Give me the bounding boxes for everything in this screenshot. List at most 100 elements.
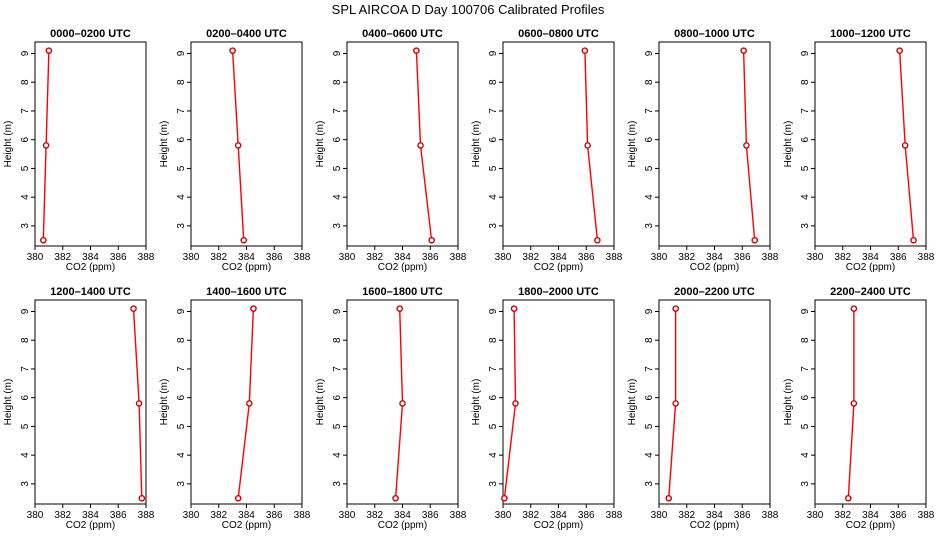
y-tick-label: 9 — [332, 50, 343, 56]
x-tick-label: 388 — [918, 510, 935, 521]
figure-title: SPL AIRCOA D Day 100706 Calibrated Profi… — [332, 2, 605, 17]
y-axis-label: Height (m) — [3, 121, 14, 168]
y-tick-label: 3 — [800, 223, 811, 229]
data-point — [229, 47, 236, 54]
y-tick-label: 9 — [488, 50, 499, 56]
y-tick-label: 6 — [176, 136, 187, 142]
panel-title: 0200–0400 UTC — [206, 28, 287, 40]
panel-title: 1800–2000 UTC — [518, 286, 599, 298]
x-tick-label: 382 — [834, 510, 851, 521]
profile-panel: 0200–0400 UTC 380 382 384 386 388 3 4 5 6 7 8 9 CO2 (… — [159, 28, 311, 273]
y-tick-label: 4 — [176, 194, 187, 200]
panel-title: 1200–1400 UTC — [50, 286, 131, 298]
y-tick-label: 7 — [20, 366, 31, 372]
x-tick-label: 384 — [550, 252, 567, 263]
y-tick-label: 8 — [800, 79, 811, 85]
plot-frame — [814, 299, 927, 505]
y-tick-label: 7 — [800, 366, 811, 372]
y-tick-label: 3 — [644, 223, 655, 229]
y-tick-label: 3 — [20, 223, 31, 229]
x-axis-label: CO2 (ppm) — [690, 262, 739, 273]
x-tick-label: 386 — [422, 252, 439, 263]
x-tick-label: 384 — [550, 510, 567, 521]
x-tick-label: 388 — [138, 252, 155, 263]
panel-title: 2200–2400 UTC — [830, 286, 911, 298]
y-tick-label: 8 — [332, 79, 343, 85]
data-point — [428, 236, 435, 244]
y-tick-label: 6 — [176, 394, 187, 400]
x-tick-label: 386 — [422, 510, 439, 521]
data-point — [130, 305, 137, 312]
y-tick-label: 9 — [644, 308, 655, 314]
x-tick-label: 386 — [266, 510, 283, 521]
y-tick-label: 4 — [488, 194, 499, 200]
x-tick-label: 384 — [238, 252, 255, 263]
plot-frame — [658, 41, 771, 247]
y-tick-label: 5 — [332, 165, 343, 171]
data-point — [240, 236, 248, 244]
x-tick-label: 388 — [138, 510, 155, 521]
profile-panel: 1400–1600 UTC 380 382 384 386 388 3 4 5 6 7 8 9 CO2 (… — [159, 286, 311, 531]
y-axis-label: Height (m) — [315, 121, 326, 168]
data-point — [234, 142, 242, 149]
x-tick-label: 380 — [651, 252, 668, 263]
x-tick-label: 386 — [890, 252, 907, 263]
x-tick-label: 380 — [183, 252, 200, 263]
y-axis-label: Height (m) — [627, 379, 638, 426]
data-point — [672, 400, 679, 407]
y-tick-label: 4 — [332, 194, 343, 200]
y-tick-label: 4 — [20, 194, 31, 200]
y-tick-label: 5 — [644, 165, 655, 171]
x-tick-label: 388 — [606, 252, 623, 263]
y-tick-label: 3 — [332, 481, 343, 487]
x-tick-label: 382 — [210, 252, 227, 263]
y-tick-label: 3 — [20, 481, 31, 487]
y-tick-label: 6 — [644, 136, 655, 142]
x-axis-label: CO2 (ppm) — [846, 520, 895, 531]
x-tick-label: 388 — [762, 510, 779, 521]
panel-title: 1600–1800 UTC — [362, 286, 443, 298]
profile-panel: 0600–0800 UTC 380 382 384 386 388 3 4 5 6 7 8 9 CO2 (… — [471, 28, 623, 273]
data-point — [40, 236, 47, 244]
profile-panel: 1000–1200 UTC 380 382 384 386 388 3 4 5 6 7 8 9 CO2 (… — [783, 28, 935, 273]
y-tick-label: 3 — [488, 223, 499, 229]
plot-frame — [190, 41, 303, 247]
x-tick-label: 382 — [54, 510, 71, 521]
y-tick-label: 4 — [488, 452, 499, 458]
y-tick-label: 5 — [488, 423, 499, 429]
x-axis-label: CO2 (ppm) — [846, 262, 895, 273]
x-tick-label: 382 — [366, 510, 383, 521]
panel-title: 0600–0800 UTC — [518, 28, 599, 40]
y-tick-label: 5 — [176, 165, 187, 171]
y-tick-label: 8 — [176, 79, 187, 85]
y-tick-label: 7 — [176, 366, 187, 372]
y-tick-label: 5 — [800, 423, 811, 429]
y-tick-label: 8 — [176, 337, 187, 343]
x-tick-label: 384 — [82, 510, 99, 521]
y-tick-label: 7 — [644, 366, 655, 372]
x-axis-label: CO2 (ppm) — [66, 520, 115, 531]
x-tick-label: 380 — [495, 510, 512, 521]
y-tick-label: 8 — [488, 337, 499, 343]
data-point — [234, 494, 242, 502]
y-tick-label: 9 — [176, 308, 187, 314]
x-tick-label: 386 — [266, 252, 283, 263]
y-tick-label: 6 — [20, 136, 31, 142]
y-tick-label: 5 — [332, 423, 343, 429]
data-point — [850, 305, 858, 312]
panel-title: 0000–0200 UTC — [50, 28, 131, 40]
y-axis-label: Height (m) — [471, 379, 482, 426]
profile-panel: 1800–2000 UTC 380 382 384 386 388 3 4 5 6 7 8 9 CO2 (… — [471, 286, 623, 531]
x-tick-label: 382 — [210, 510, 227, 521]
x-tick-label: 388 — [450, 510, 467, 521]
y-tick-label: 8 — [332, 337, 343, 343]
plot-frame — [346, 41, 459, 247]
x-tick-label: 384 — [82, 252, 99, 263]
y-tick-label: 4 — [644, 194, 655, 200]
x-tick-label: 380 — [339, 252, 356, 263]
y-tick-label: 8 — [800, 337, 811, 343]
x-tick-label: 382 — [54, 252, 71, 263]
data-point — [392, 494, 399, 502]
x-tick-label: 386 — [890, 510, 907, 521]
panel-title: 0800–1000 UTC — [674, 28, 755, 40]
